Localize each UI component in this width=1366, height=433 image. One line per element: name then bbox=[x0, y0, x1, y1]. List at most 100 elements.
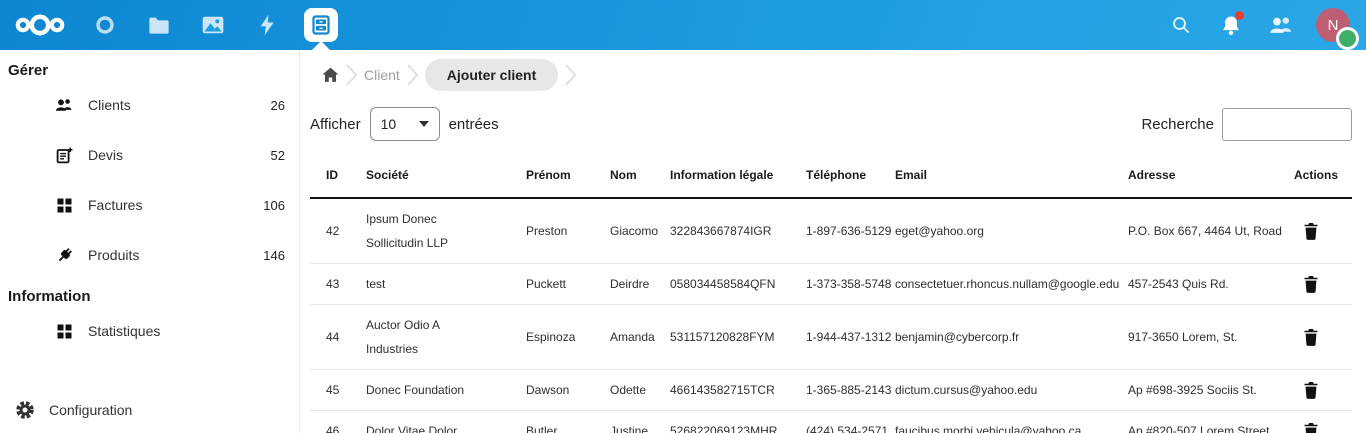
table-row: 46 Dolor Vitae Dolor Butler Justine 52682206… bbox=[310, 411, 1352, 433]
notifications-bell-icon[interactable] bbox=[1216, 10, 1246, 40]
page-size-value: 10 bbox=[380, 116, 397, 132]
cell-societe: Auctor Odio A Industries bbox=[366, 318, 440, 356]
cell-info_legale: 058034458584QFN bbox=[670, 277, 776, 291]
sidebar-item-label: Statistiques bbox=[88, 323, 161, 339]
cell-email: eget@yahoo.org bbox=[895, 224, 984, 238]
search-label: Recherche bbox=[1141, 115, 1214, 133]
cell-actions bbox=[1278, 370, 1352, 411]
table-controls: Afficher 10 entrées Recherche bbox=[310, 107, 1352, 141]
cell-info_legale: 466143582715TCR bbox=[670, 383, 775, 397]
sidebar-item-factures[interactable]: Factures 106 bbox=[0, 180, 299, 230]
col-email[interactable]: Email bbox=[895, 168, 928, 182]
col-nom[interactable]: Nom bbox=[610, 168, 637, 182]
delete-icon[interactable] bbox=[1304, 223, 1318, 241]
cell-societe: Ipsum Donec Sollicitudin LLP bbox=[366, 212, 449, 250]
cell-id: 44 bbox=[326, 330, 340, 344]
breadcrumb-client-link[interactable]: Client bbox=[364, 67, 400, 83]
circle-app-icon[interactable] bbox=[78, 0, 132, 50]
delete-icon[interactable] bbox=[1304, 276, 1318, 294]
invoices-app-icon-active[interactable] bbox=[294, 0, 348, 50]
delete-icon[interactable] bbox=[1304, 423, 1318, 433]
cell-adresse: P.O. Box 667, 4464 Ut, Road bbox=[1128, 224, 1282, 238]
sidebar-item-label: Factures bbox=[88, 197, 143, 213]
sidebar-item-label: Clients bbox=[88, 97, 131, 113]
active-app-tile bbox=[304, 8, 338, 42]
col-telephone[interactable]: Téléphone bbox=[806, 168, 867, 182]
notification-badge bbox=[1235, 11, 1244, 20]
avatar[interactable]: N bbox=[1316, 8, 1356, 47]
cell-email: faucibus.morbi.vehicula@yahoo.ca bbox=[895, 424, 1082, 433]
sidebar-item-statistiques[interactable]: Statistiques bbox=[0, 306, 299, 356]
cell-info_legale: 526822069123MHR bbox=[670, 424, 778, 433]
sidebar: Gérer Clients 26 bbox=[0, 50, 300, 433]
col-id[interactable]: ID bbox=[326, 168, 338, 182]
chevron-right-icon bbox=[564, 62, 577, 88]
show-label: Afficher bbox=[310, 115, 361, 133]
cell-telephone: (424) 534-2571 bbox=[806, 424, 889, 433]
delete-icon[interactable] bbox=[1304, 329, 1318, 347]
cell-info_legale: 531157120828FYM bbox=[670, 330, 775, 344]
cell-info_legale: 322843667874IGR bbox=[670, 224, 772, 238]
cell-adresse: Ap #820-507 Lorem Street bbox=[1128, 424, 1270, 433]
cell-prenom: Butler bbox=[526, 424, 558, 433]
devis-icon bbox=[55, 147, 73, 164]
photos-icon[interactable] bbox=[186, 0, 240, 50]
chevron-down-icon bbox=[418, 121, 429, 127]
cell-adresse: Ap #698-3925 Sociis St. bbox=[1128, 383, 1257, 397]
cell-prenom: Preston bbox=[526, 224, 568, 238]
delete-icon[interactable] bbox=[1304, 382, 1318, 400]
cell-societe: test bbox=[366, 277, 386, 291]
cell-actions bbox=[1278, 264, 1352, 305]
chevron-right-icon bbox=[345, 62, 358, 88]
cell-nom: Amanda bbox=[610, 330, 655, 344]
breadcrumb-current-ajouter-client[interactable]: Ajouter client bbox=[424, 59, 559, 91]
cell-societe: Dolor Vitae Dolor bbox=[366, 424, 458, 433]
cell-prenom: Puckett bbox=[526, 277, 567, 291]
cell-nom: Deirdre bbox=[610, 277, 650, 291]
cell-nom: Odette bbox=[610, 383, 647, 397]
page-size-select[interactable]: 10 bbox=[369, 107, 440, 141]
cell-nom: Giacomo bbox=[610, 224, 659, 238]
clients-icon bbox=[55, 97, 73, 113]
sidebar-section-information: Information bbox=[8, 288, 91, 305]
cell-telephone: 1-944-437-1312 bbox=[806, 330, 892, 344]
home-icon[interactable] bbox=[322, 67, 339, 83]
sidebar-item-count: 146 bbox=[263, 247, 285, 263]
cell-nom: Justine bbox=[610, 424, 649, 433]
contacts-icon[interactable] bbox=[1266, 10, 1296, 40]
search-input[interactable] bbox=[1222, 107, 1352, 141]
table-header-row: ID Société Prénom Nom Information légale… bbox=[310, 153, 1352, 198]
active-app-notch bbox=[312, 41, 330, 50]
cell-actions bbox=[1278, 411, 1352, 433]
sidebar-item-label: Produits bbox=[88, 247, 140, 263]
entries-label: entrées bbox=[448, 115, 499, 133]
cell-prenom: Espinoza bbox=[526, 330, 576, 344]
avatar-letter: N bbox=[1327, 16, 1339, 34]
stats-icon bbox=[55, 324, 73, 339]
sidebar-item-configuration[interactable]: Configuration bbox=[0, 391, 299, 429]
sidebar-item-clients[interactable]: Clients 26 bbox=[0, 80, 299, 130]
col-actions: Actions bbox=[1294, 168, 1339, 182]
nextcloud-logo[interactable] bbox=[14, 12, 78, 38]
cell-email: dictum.cursus@yahoo.edu bbox=[895, 383, 1038, 397]
gear-icon bbox=[15, 400, 35, 420]
col-prenom[interactable]: Prénom bbox=[526, 168, 571, 182]
cell-societe: Donec Foundation bbox=[366, 383, 465, 397]
cell-id: 46 bbox=[326, 424, 340, 433]
sidebar-item-label: Devis bbox=[88, 147, 124, 163]
status-online-badge bbox=[1339, 30, 1356, 47]
cell-id: 45 bbox=[326, 383, 340, 397]
cell-id: 43 bbox=[326, 277, 340, 291]
activity-icon[interactable] bbox=[240, 0, 294, 50]
top-bar: N bbox=[0, 0, 1366, 50]
files-icon[interactable] bbox=[132, 0, 186, 50]
clients-table: ID Société Prénom Nom Information légale… bbox=[310, 153, 1352, 433]
cell-adresse: 917-3650 Lorem, St. bbox=[1128, 330, 1238, 344]
sidebar-item-produits[interactable]: Produits 146 bbox=[0, 230, 299, 280]
sidebar-item-devis[interactable]: Devis 52 bbox=[0, 130, 299, 180]
col-societe[interactable]: Société bbox=[366, 168, 409, 182]
col-adresse[interactable]: Adresse bbox=[1128, 168, 1176, 182]
col-information-legale[interactable]: Information légale bbox=[670, 168, 774, 182]
search-icon[interactable] bbox=[1166, 10, 1196, 40]
cell-prenom: Dawson bbox=[526, 383, 570, 397]
